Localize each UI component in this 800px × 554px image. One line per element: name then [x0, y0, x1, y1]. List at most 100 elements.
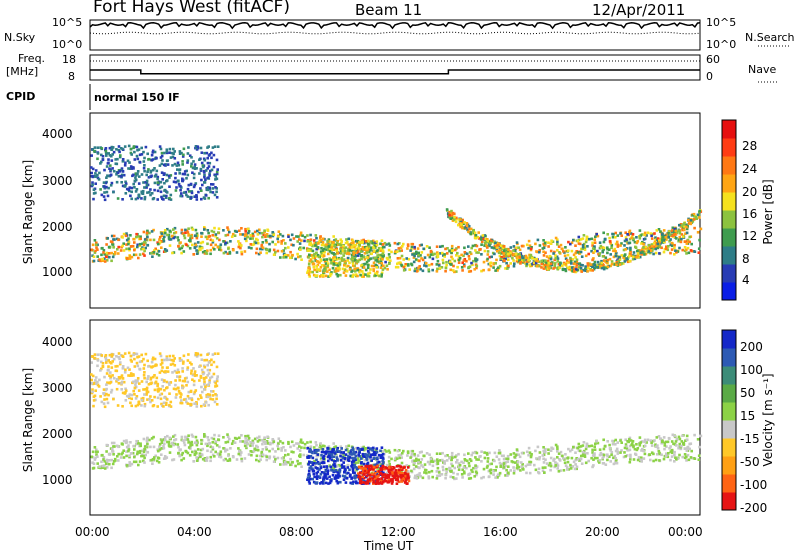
vel-cell: [610, 453, 613, 457]
vel-cell: [96, 383, 100, 387]
vel-cell: [353, 474, 356, 478]
power-cell: [606, 233, 609, 236]
vel-cell: [153, 456, 156, 459]
power-cell: [674, 249, 677, 252]
vel-cell: [649, 458, 652, 462]
power-cell: [210, 156, 213, 160]
power-cell: [372, 268, 375, 271]
power-cell: [380, 275, 383, 278]
power-cell: [218, 246, 222, 249]
vel-cell: [143, 371, 146, 374]
vel-cell: [143, 363, 146, 367]
power-cell: [108, 146, 112, 150]
vel-cell: [352, 460, 356, 463]
power-cell: [633, 240, 637, 244]
vel-cell: [280, 449, 283, 452]
vel-cell: [394, 478, 398, 482]
power-cell: [357, 246, 360, 250]
vel-cell: [330, 455, 334, 459]
vel-cell: [356, 461, 360, 464]
vel-cell: [359, 481, 362, 485]
vel-cell: [437, 471, 441, 474]
power-cell: [218, 248, 221, 251]
power-cell: [450, 255, 453, 259]
vel-cell: [206, 395, 209, 399]
vel-cell: [102, 388, 106, 391]
vel-cell: [264, 440, 267, 444]
vel-cell: [416, 466, 420, 469]
vel-cell: [226, 440, 230, 444]
power-cell: [566, 261, 569, 264]
power-cell: [158, 238, 161, 241]
vel-cell: [460, 473, 464, 476]
vel-cell: [577, 449, 581, 452]
power-cell: [334, 238, 338, 241]
power-cell: [117, 175, 121, 178]
power-cell: [90, 166, 93, 169]
power-cell: [96, 248, 99, 251]
vel-cell: [590, 444, 594, 448]
vel-cell: [525, 450, 529, 454]
power-cell: [247, 231, 250, 235]
power-cell: [577, 235, 581, 239]
power-cell: [358, 268, 362, 272]
power-cell: [528, 244, 532, 247]
power-cell: [193, 167, 197, 170]
power-cell: [134, 172, 138, 175]
power-cell: [494, 262, 497, 265]
power-cell: [635, 236, 638, 239]
vel-cell: [528, 471, 532, 475]
vel-cell: [143, 393, 146, 396]
power-cell: [361, 245, 365, 249]
power-cell: [440, 266, 444, 269]
vel-cell: [330, 450, 334, 454]
power-cell: [678, 238, 681, 241]
vel-cell: [636, 447, 640, 450]
power-cell: [502, 259, 506, 262]
power-cell: [606, 246, 609, 249]
power-cell: [374, 258, 377, 262]
vel-cell: [138, 360, 142, 364]
velocity-cbar-tick: 200: [740, 340, 763, 354]
power-cell: [150, 174, 153, 178]
vel-cell: [316, 460, 320, 464]
power-cell: [572, 253, 576, 257]
vel-cell: [353, 463, 356, 467]
vel-cell: [461, 468, 464, 471]
vel-cell: [254, 448, 258, 452]
vel-cell: [112, 441, 116, 445]
vel-cell: [160, 439, 164, 442]
vel-cell: [547, 452, 550, 455]
vel-cell: [397, 480, 401, 484]
power-cell: [400, 263, 403, 267]
power-cell: [92, 197, 95, 201]
power-cell: [294, 257, 297, 261]
power-cell: [203, 175, 206, 179]
power-cell: [373, 256, 376, 260]
power-cell: [116, 157, 119, 161]
vel-cell: [151, 356, 155, 360]
power-cell: [124, 234, 128, 238]
vel-cell: [554, 461, 557, 464]
vel-cell: [96, 353, 100, 356]
power-cell: [668, 230, 671, 233]
vel-cell: [157, 457, 161, 460]
power-cell: [572, 238, 575, 242]
vel-cell: [322, 471, 326, 474]
vel-cell: [433, 459, 436, 463]
vel-cell: [112, 453, 115, 456]
power-cell: [555, 255, 559, 259]
power-cell: [182, 191, 186, 194]
power-cell: [159, 147, 163, 151]
power-cell: [467, 254, 471, 258]
vel-cell: [257, 459, 261, 463]
power-cell: [308, 253, 311, 257]
vel-cell: [350, 448, 353, 452]
power-cell: [348, 244, 352, 248]
vel-cell: [381, 473, 384, 476]
vel-cell: [299, 462, 302, 465]
vel-cell: [315, 481, 319, 484]
power-cell: [614, 231, 617, 235]
power-cell: [173, 226, 177, 230]
vel-cell: [128, 455, 131, 459]
